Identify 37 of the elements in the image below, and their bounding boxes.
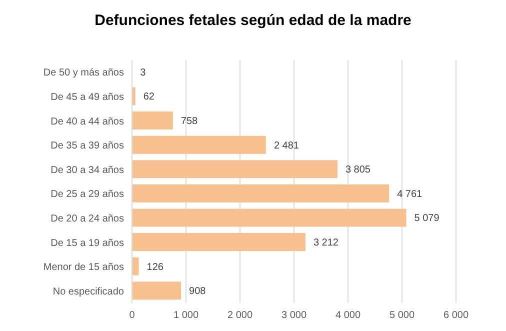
data-label: 758: [180, 116, 198, 128]
chart-title: Defunciones fetales según edad de la madre: [94, 11, 412, 31]
y-tick-label: De 30 a 34 años: [50, 164, 124, 176]
data-label: 2 481: [274, 140, 300, 152]
y-tick-label: De 50 y más años: [43, 68, 124, 79]
y-tick-label: De 35 a 39 años: [50, 140, 124, 152]
data-label: 3 805: [345, 164, 371, 176]
x-tick-label: 5 000: [389, 310, 415, 322]
bar: [132, 233, 306, 252]
bar: [132, 184, 390, 202]
bar: [132, 208, 406, 227]
y-tick-label: No especificado: [52, 286, 124, 298]
bar: [132, 87, 136, 106]
x-tick-label: 2 000: [227, 310, 253, 322]
data-label: 3 212: [313, 238, 339, 249]
x-tick-label: 0: [129, 310, 136, 322]
data-label: 126: [146, 262, 164, 273]
data-label: 62: [143, 92, 155, 103]
data-label: 4 761: [397, 188, 423, 200]
y-tick-label: De 40 a 44 años: [50, 116, 124, 128]
data-label: 5 079: [414, 213, 440, 224]
x-tick-label: 3 000: [281, 310, 307, 322]
y-tick-label: De 20 a 24 años: [50, 214, 124, 224]
bar: [132, 136, 266, 154]
data-label: 908: [189, 286, 206, 298]
x-tick-label: 4 000: [335, 310, 361, 322]
bar: [132, 282, 182, 300]
y-tick-label: De 45 a 49 años: [50, 92, 124, 103]
bar: [132, 160, 338, 178]
x-tick-label: 1 000: [173, 310, 199, 322]
bar: [132, 257, 139, 276]
data-label: 3: [140, 67, 146, 78]
y-tick-label: Menor de 15 años: [43, 262, 124, 274]
y-tick-label: De 15 a 19 años: [50, 238, 124, 249]
y-tick-label: De 25 a 29 años: [50, 189, 124, 200]
bar: [132, 112, 173, 130]
x-tick-label: 6 000: [443, 310, 469, 322]
